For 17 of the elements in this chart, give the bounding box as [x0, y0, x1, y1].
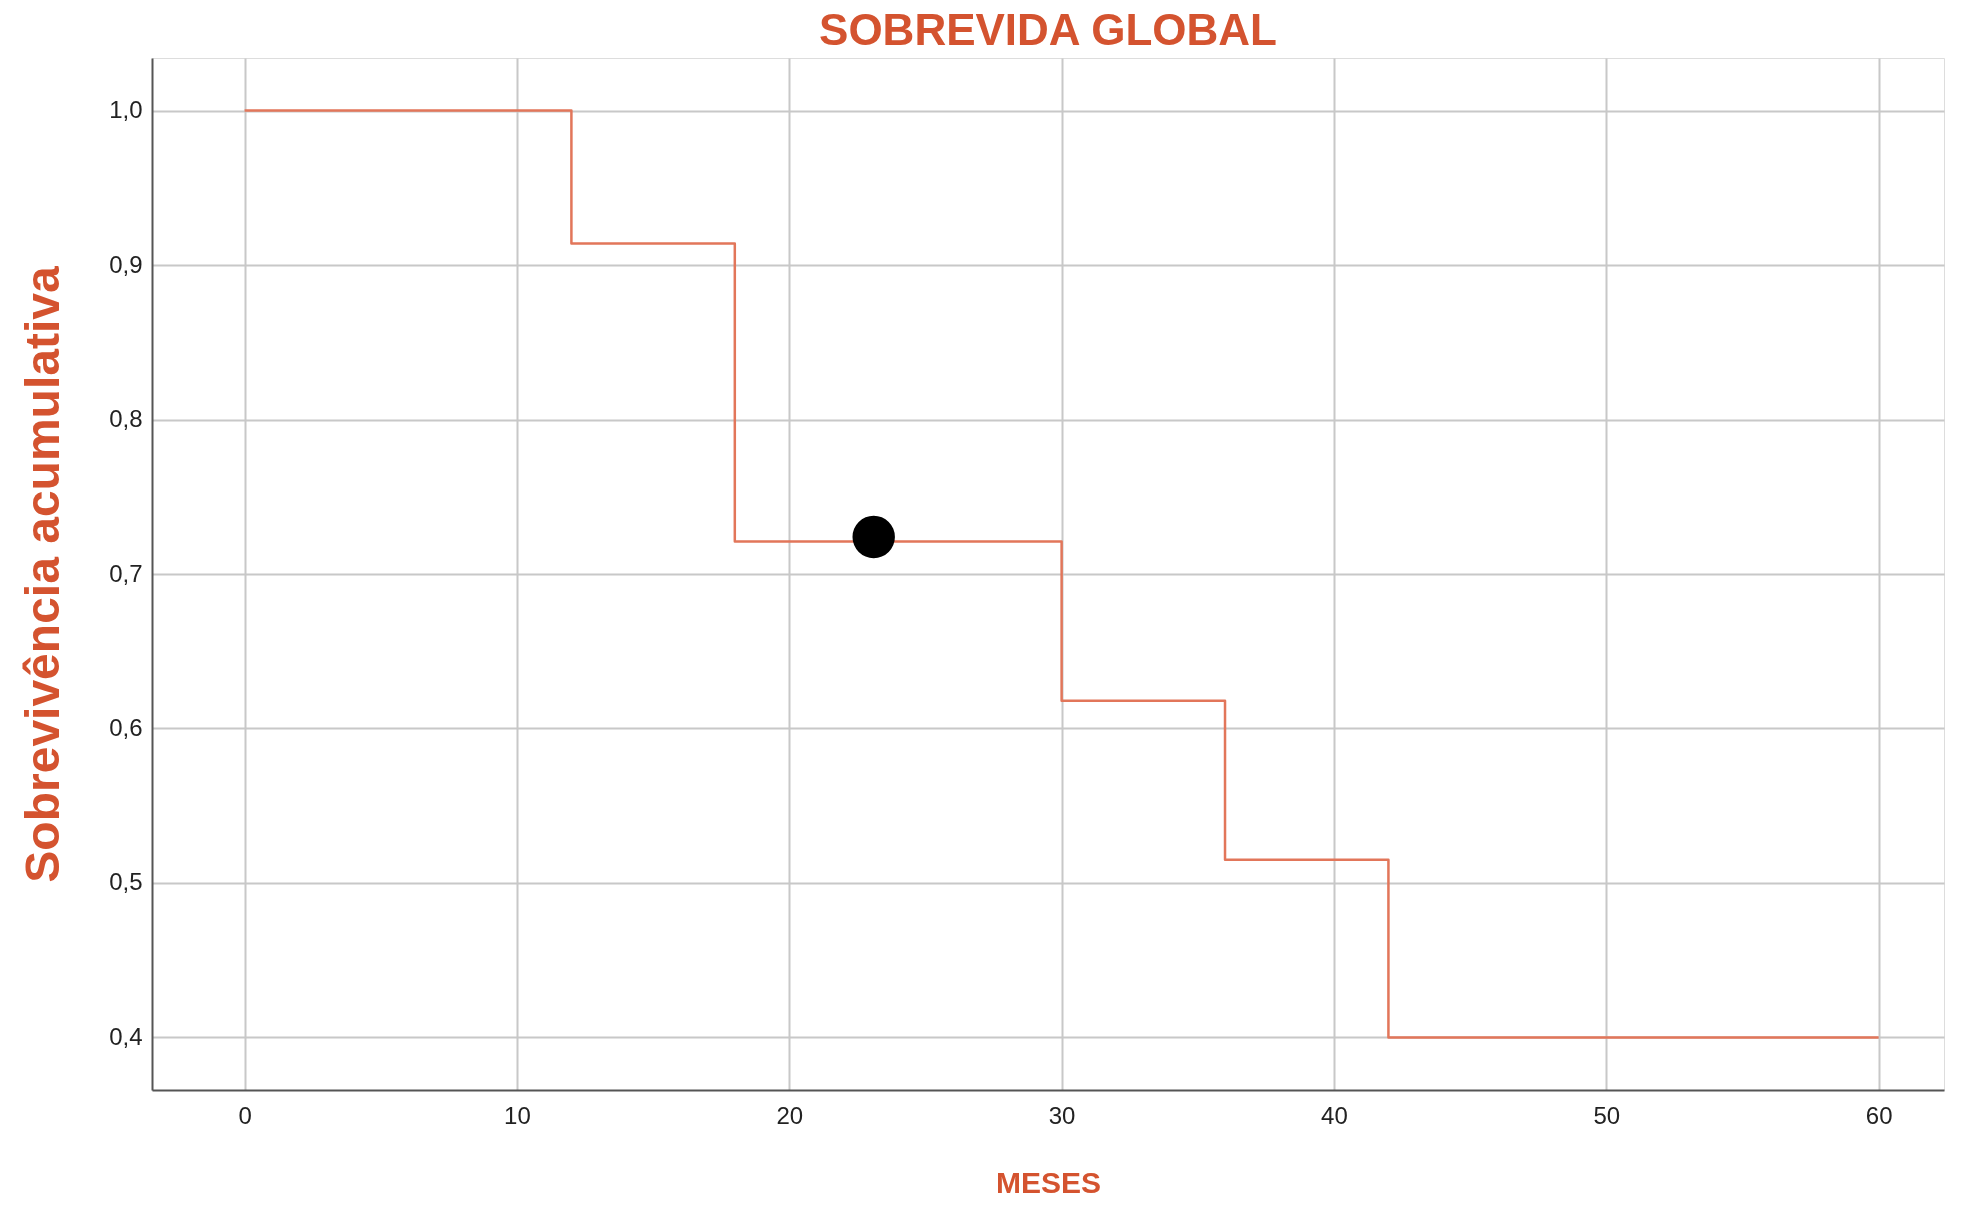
x-axis-title: MESES [995, 1165, 1102, 1199]
x-tick-label: 50 [1593, 1101, 1621, 1129]
y-axis-title: Sobrevivência acumulativa [16, 266, 70, 883]
x-tick-label: 40 [1321, 1101, 1348, 1129]
x-tick-label: 20 [776, 1101, 804, 1129]
x-tick-label: 0 [238, 1101, 252, 1129]
y-tick-label: 0,6 [109, 713, 143, 741]
x-tick-label: 30 [1048, 1101, 1076, 1129]
x-tick-label: 10 [504, 1101, 531, 1129]
y-tick-label: 0,8 [109, 405, 143, 433]
y-tick-label: 0,5 [109, 868, 143, 896]
chart-title: SOBREVIDA GLOBAL [819, 5, 1277, 54]
x-tick-label: 60 [1865, 1101, 1893, 1129]
y-tick-label: 1,0 [109, 96, 143, 124]
y-tick-label: 0,9 [109, 250, 143, 278]
y-tick-label: 0,7 [109, 559, 143, 587]
y-tick-label: 0,4 [109, 1022, 143, 1050]
